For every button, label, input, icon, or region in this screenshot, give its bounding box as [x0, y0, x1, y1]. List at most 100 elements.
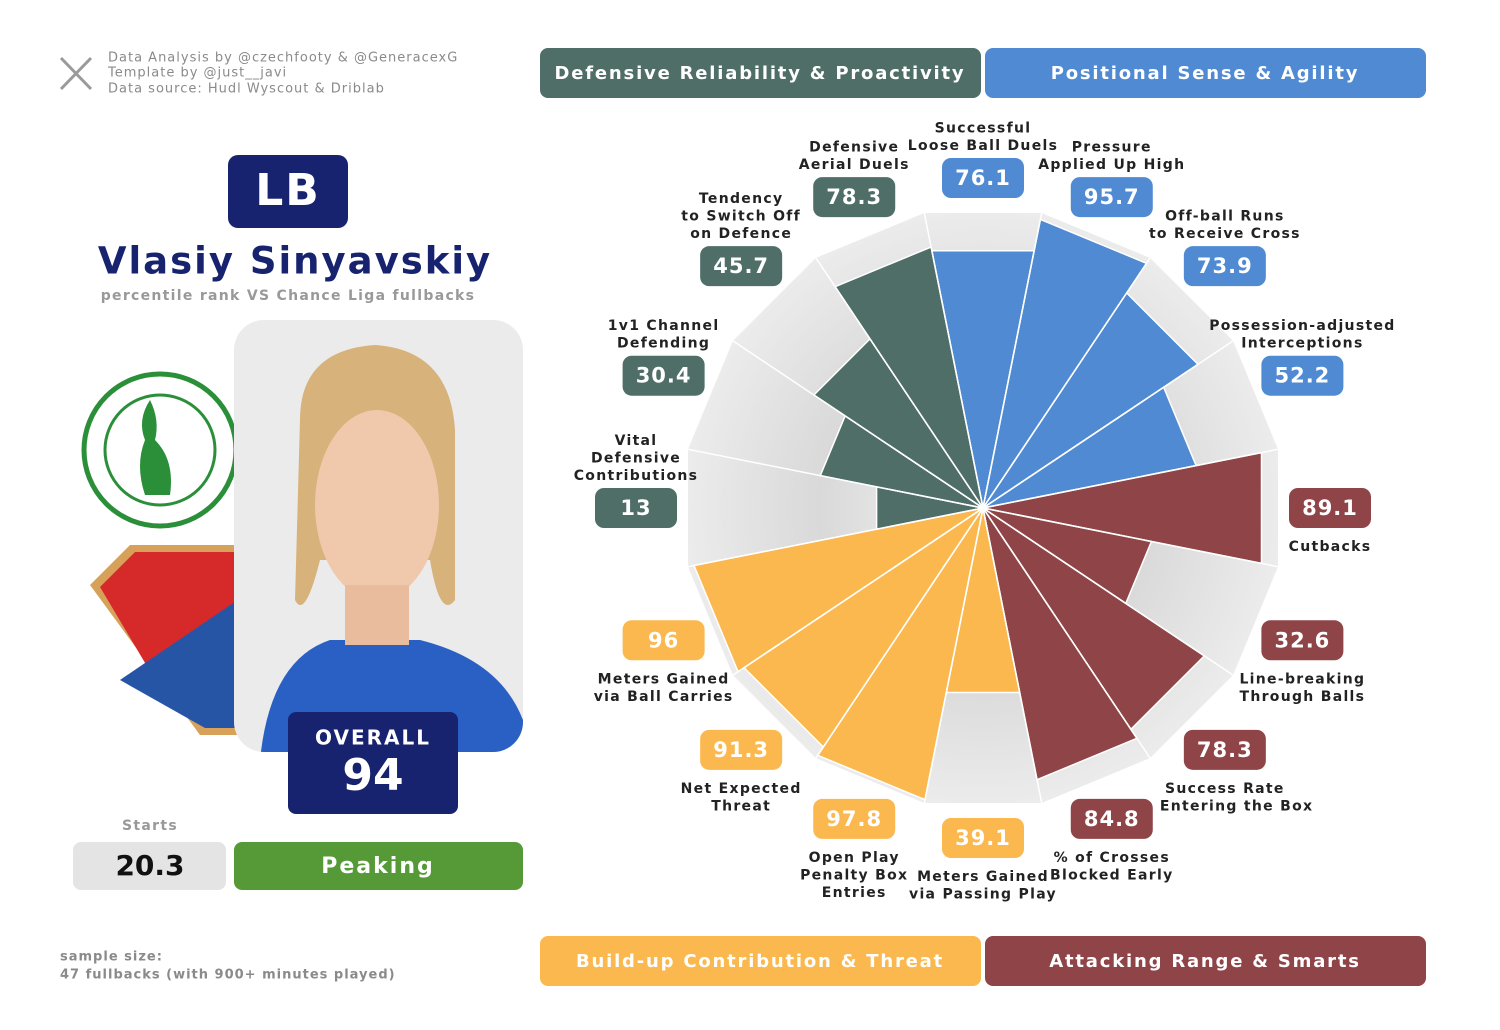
metric-label: Threat [711, 798, 771, 814]
status: Peaking [321, 854, 434, 879]
metric-label: 1v1 Channel [608, 318, 720, 334]
value-label: 52.2 [1274, 364, 1330, 388]
metric-label: via Passing Play [909, 887, 1057, 903]
status-box [234, 842, 523, 890]
value-label: 96 [648, 628, 679, 652]
value-badge [622, 620, 705, 661]
footnote: 47 fullbacks (with 900+ minutes played) [60, 968, 396, 983]
separator [815, 257, 984, 509]
value-badge [1261, 355, 1344, 396]
metric-label: Net Expected [681, 781, 802, 797]
overall-box [288, 712, 458, 814]
metric-label: Open Play [809, 850, 900, 866]
separator [982, 212, 1043, 509]
separator [923, 212, 984, 509]
separator [982, 507, 1279, 568]
metric-label: via Ball Carries [594, 689, 734, 705]
metric-label: Through Balls [1239, 689, 1365, 705]
position-badge [228, 155, 348, 228]
value-label: 30.4 [636, 364, 692, 388]
value-badge [813, 177, 896, 218]
value-badge [1070, 177, 1153, 218]
value-label: 32.6 [1274, 628, 1330, 652]
value-badge [700, 729, 783, 770]
metric-label: Loose Ball Duels [908, 138, 1058, 154]
subtitle: percentile rank VS Chance Liga fullbacks [101, 288, 476, 304]
starts-label: Starts [122, 818, 178, 834]
player-name: Vlasiy Sinyavskiy [98, 240, 492, 283]
metric-label: Pressure [1072, 140, 1152, 156]
value-badge [942, 818, 1024, 858]
value-label: 89.1 [1302, 496, 1358, 520]
value-badge [1070, 798, 1153, 839]
group-header [985, 48, 1426, 98]
value-badge [622, 355, 705, 396]
value-badge [942, 158, 1024, 198]
separator [982, 507, 1151, 759]
separator [982, 507, 1234, 676]
value-label: 45.7 [713, 254, 769, 278]
metric-label: Contributions [574, 468, 699, 484]
metric-label: Vital [615, 433, 658, 449]
value-label: 84.8 [1084, 807, 1140, 831]
separator [982, 507, 1043, 804]
value-label: 78.3 [826, 185, 882, 209]
separator [687, 507, 984, 568]
metric-label: Blocked Early [1050, 867, 1173, 883]
metric-label: Meters Gained [917, 869, 1049, 885]
metric-label: % of Crosses [1054, 850, 1170, 866]
separator [815, 507, 984, 759]
metric-label: Off-ball Runs [1165, 209, 1285, 225]
group-name: Positional Sense & Agility [1051, 63, 1360, 84]
player-photo [234, 320, 523, 752]
value-label: 91.3 [713, 738, 769, 762]
group-name: Defensive Reliability & Proactivity [555, 63, 966, 84]
separator [923, 507, 984, 804]
value-label: 73.9 [1197, 254, 1253, 278]
overall-value: 94 [342, 750, 403, 801]
metric-label: Possession-adjusted [1209, 318, 1395, 334]
metric-label: Defensive [591, 451, 681, 467]
metric-label: to Switch Off [681, 209, 801, 225]
metric-label: in Entering the Box [1136, 798, 1313, 814]
metric-label: to Receive Cross [1149, 226, 1301, 242]
group-header [540, 936, 981, 986]
separator [732, 507, 984, 676]
metric-label: Cutbacks [1289, 539, 1372, 555]
metric-label: Line-breaking [1239, 671, 1365, 687]
value-badge [1183, 246, 1266, 287]
overall-label: OVERALL [315, 726, 431, 750]
footnote: sample size: [60, 950, 163, 965]
metric-label: Defending [617, 336, 710, 352]
separator [687, 448, 984, 509]
separator [982, 448, 1279, 509]
metric-label: Success Rate [1165, 781, 1285, 797]
value-label: 13 [620, 496, 651, 520]
value-badge [700, 246, 783, 287]
value-label: 76.1 [955, 166, 1011, 190]
value-badge [595, 488, 677, 528]
metric-label: Meters Gained [598, 671, 730, 687]
metric-label: on Defence [690, 226, 792, 242]
group-name: Build-up Contribution & Threat [576, 951, 944, 972]
separator [732, 340, 984, 509]
value-badge [1289, 488, 1371, 528]
metric-label: Applied Up High [1038, 157, 1185, 173]
value-label: 95.7 [1084, 185, 1140, 209]
group-header [985, 936, 1426, 986]
value-badge [1183, 729, 1266, 770]
metric-label: Defensive [809, 140, 899, 156]
metric-label: Entries [822, 885, 887, 901]
credit: Data Analysis by @czechfooty & @Generace… [108, 51, 458, 66]
metric-label: Interceptions [1241, 336, 1363, 352]
value-label: 78.3 [1197, 738, 1253, 762]
metric-label: Aerial Duels [799, 157, 910, 173]
metric-label: Penalty Box [800, 867, 908, 883]
position: LB [255, 165, 321, 216]
group-header [540, 48, 981, 98]
separator [982, 340, 1234, 509]
club-logo [90, 545, 250, 735]
group-name: Attacking Range & Smarts [1049, 951, 1360, 972]
